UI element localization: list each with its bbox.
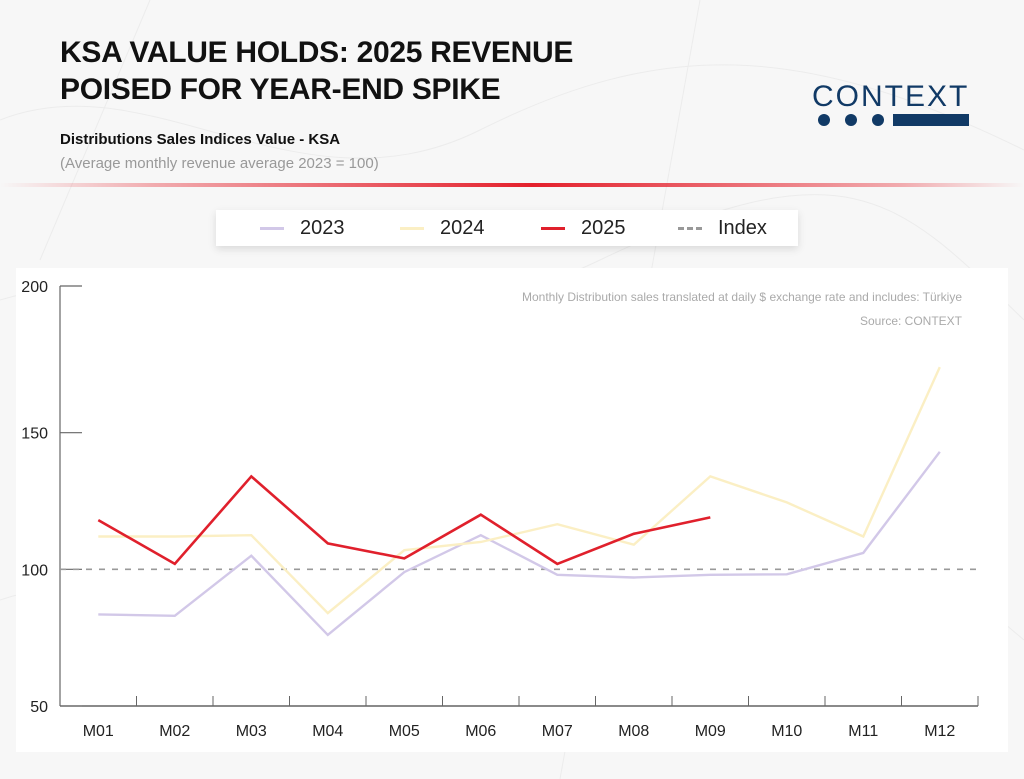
chart-note: Monthly Distribution sales translated at…: [521, 290, 962, 304]
logo-dot-icon: [845, 114, 857, 126]
legend-item-2023: 2023: [260, 210, 345, 246]
x-tick-label: M10: [771, 723, 802, 740]
legend-label: 2023: [300, 216, 345, 239]
x-tick-label: M09: [695, 723, 726, 740]
chart-subtitle: Distributions Sales Indices Value - KSA: [60, 131, 341, 148]
x-tick-label: M11: [848, 723, 878, 740]
title-line-1: KSA VALUE HOLDS: 2025 REVENUE: [60, 36, 574, 69]
legend-label: 2024: [440, 216, 485, 239]
header-divider: [0, 183, 1024, 187]
legend-label: Index: [718, 216, 767, 239]
y-tick-label: 100: [21, 562, 48, 579]
legend-item-2025: 2025: [541, 210, 626, 246]
chart-subnote: (Average monthly revenue average 2023 = …: [60, 155, 379, 172]
y-tick-label: 200: [21, 279, 48, 296]
legend-swatch-2025: [541, 226, 565, 230]
chart-legend: 2023 2024 2025 Index: [216, 210, 798, 246]
y-tick-label: 150: [21, 426, 48, 443]
legend-swatch-2023: [260, 226, 284, 230]
x-tick-label: M06: [465, 723, 496, 740]
logo-text: CONTEXT: [812, 80, 970, 113]
logo-dot-icon: [818, 114, 830, 126]
context-logo: CONTEXT: [812, 80, 972, 130]
chart-source: Source: CONTEXT: [859, 314, 962, 328]
title-line-2: POISED FOR YEAR-END SPIKE: [60, 73, 501, 106]
logo-dot-icon: [872, 114, 884, 126]
logo-bar-icon: [893, 114, 969, 126]
x-tick-label: M01: [83, 723, 114, 740]
legend-swatch-index: [678, 226, 702, 230]
x-tick-label: M02: [159, 723, 190, 740]
legend-item-index: Index: [678, 210, 767, 246]
x-tick-label: M03: [236, 723, 267, 740]
page-title: KSA VALUE HOLDS: 2025 REVENUE POISED FOR…: [60, 34, 580, 108]
x-tick-label: M04: [312, 723, 343, 740]
series-line-2023: [98, 451, 941, 637]
y-tick-label: 50: [30, 699, 48, 716]
legend-item-2024: 2024: [400, 210, 485, 246]
x-tick-label: M12: [924, 723, 955, 740]
legend-label: 2025: [581, 216, 626, 239]
x-tick-label: M08: [618, 723, 649, 740]
series-line-2024: [98, 366, 941, 615]
chart-panel: Monthly Distribution sales translated at…: [16, 268, 1008, 752]
x-tick-label: M07: [542, 723, 573, 740]
x-tick-label: M05: [389, 723, 420, 740]
legend-swatch-2024: [400, 226, 424, 230]
